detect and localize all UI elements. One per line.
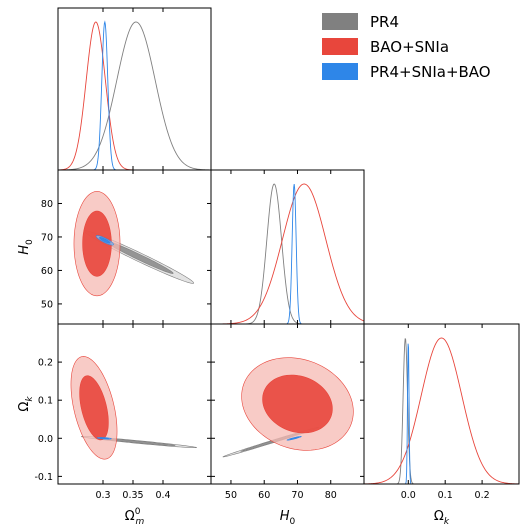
- y-tick-label-h0: 70: [41, 232, 53, 243]
- y-tick-label-ok: 0.0: [38, 434, 53, 445]
- y-tick-label-h0: 80: [41, 199, 53, 210]
- x-tick-label-ok: 0.0: [401, 490, 416, 501]
- x-tick-label-om: 0.3: [95, 490, 110, 501]
- marginal-curve-bao-snia-h0: [211, 183, 364, 324]
- x-tick-label-ok: 0.1: [438, 490, 453, 501]
- marginal-curve-pr4-snia-bao-h0: [211, 183, 364, 324]
- y-axis-label-h0: H0: [17, 239, 35, 255]
- y-tick-label-h0: 50: [41, 299, 53, 310]
- contour-panel-h0_ok: [222, 357, 354, 458]
- contour-pr4-snia-bao-om_ok-1sigma: [99, 437, 110, 440]
- contour-bao-snia-h0_ok-1sigma: [262, 374, 333, 434]
- panel-frame-2-2: [363, 323, 520, 485]
- marginal-curve-bao-snia-om: [58, 21, 211, 170]
- marginal-curve-pr4-snia-bao-om: [58, 20, 211, 170]
- x-tick-label-h0: 80: [325, 490, 337, 501]
- y-tick-label-ok: -0.1: [34, 472, 53, 483]
- marginal-curve-pr4-h0: [211, 183, 364, 324]
- contour-pr4-snia-bao-h0_ok-1sigma: [289, 436, 299, 440]
- x-tick-label-ok: 0.2: [475, 490, 490, 501]
- x-tick-label-om: 0.35: [122, 490, 143, 501]
- x-tick-label-om: 0.4: [155, 490, 170, 501]
- y-tick-label-ok: 0.1: [38, 396, 53, 407]
- legend-swatch-pr4-snia-bao: [322, 63, 358, 80]
- marginal-panel-om: [58, 20, 211, 170]
- panel-frame-0-0: [57, 7, 212, 171]
- legend-label-pr4: PR4: [370, 13, 399, 31]
- legend-swatch-pr4: [322, 13, 358, 30]
- legend-label-bao-snia: BAO+SNIa: [370, 38, 449, 56]
- y-tick-label-ok: 0.2: [38, 358, 53, 369]
- contour-bao-snia-om_h0-1sigma: [82, 210, 112, 277]
- panel-frame-1-1: [210, 169, 365, 325]
- marginal-curve-pr4-om: [58, 21, 211, 170]
- y-tick-label-h0: 60: [41, 266, 53, 277]
- marginal-curve-pr4-ok: [364, 338, 519, 484]
- tick-layer: 0.3 0.35 0.4 50 60 70 80 0.0 0.1 0.2 50 60 70 80 -0.1 0…: [34, 8, 490, 501]
- marginal-panel-ok: [364, 337, 519, 484]
- x-tick-label-h0: 70: [291, 490, 303, 501]
- marginal-curve-pr4-snia-bao-ok: [364, 343, 519, 484]
- legend-swatch-bao-snia: [322, 38, 358, 55]
- label-layer: Ω0 m H0 Ωk H0 Ωk: [17, 239, 450, 527]
- x-axis-label-h0: H0: [280, 509, 296, 527]
- contour-bao-snia-om_ok-1sigma: [79, 375, 109, 441]
- x-tick-label-h0: 60: [258, 490, 270, 501]
- contour-panel-om_h0: [73, 191, 195, 297]
- contour-panel-om_ok: [70, 356, 198, 460]
- marginal-curve-bao-snia-ok: [364, 337, 519, 484]
- y-axis-label-omega-k: Ωk: [17, 396, 35, 412]
- contour-pr4-snia-bao-om_h0-1sigma: [99, 237, 111, 244]
- frame-layer: [57, 7, 520, 485]
- legend-label-pr4-snia-bao: PR4+SNIa+BAO: [370, 63, 491, 81]
- legend: PR4 BAO+SNIa PR4+SNIa+BAO: [322, 13, 491, 81]
- x-axis-label-omega-k: Ωk: [434, 509, 450, 527]
- x-axis-label-omega-m: Ω0 m: [125, 507, 145, 527]
- marginal-panel-h0: [211, 183, 364, 324]
- contour-layer: [70, 191, 354, 460]
- x-tick-label-h0: 50: [225, 490, 237, 501]
